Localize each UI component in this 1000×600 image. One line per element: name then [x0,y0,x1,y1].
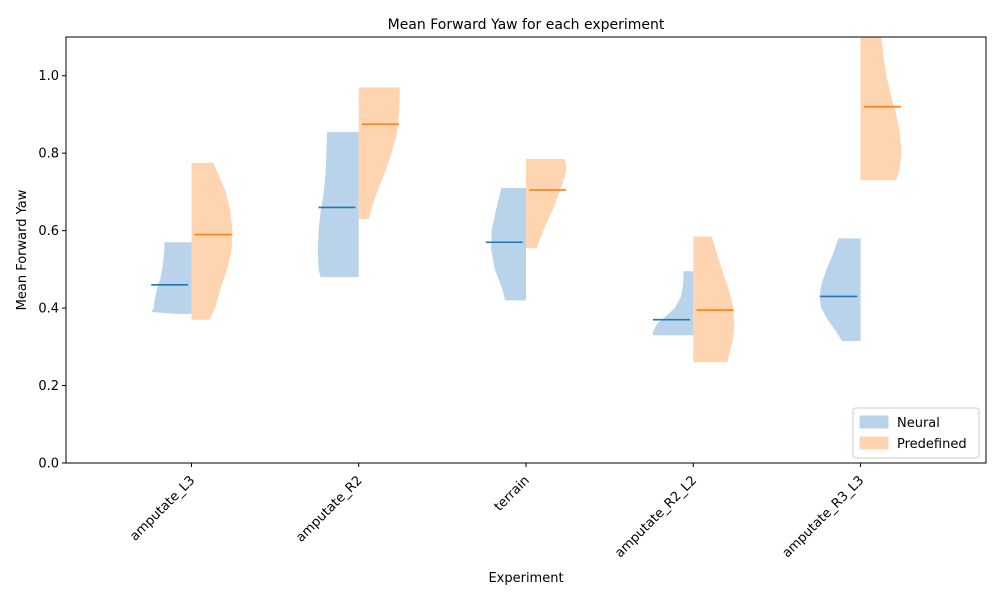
mean-lines [151,105,901,321]
violin-neural-amputate_L3 [151,242,192,314]
y-tick-label: 0.2 [38,379,59,394]
x-tick-label: amputate_L3 [127,473,198,544]
violin-neural-amputate_R3_L3 [819,238,861,342]
violin-predefined-amputate_R2 [358,87,400,220]
x-tick-label: amputate_R3_L3 [780,473,868,561]
legend-swatch-predefined [859,436,889,450]
legend: Neural Predefined [852,407,980,459]
y-tick-label: 0.0 [38,457,59,472]
violin-predefined-amputate_R3_L3 [860,37,902,181]
x-tick-label: terrain [492,473,533,514]
y-tick-label: 0.6 [38,224,59,239]
y-axis: 0.0 0.2 0.4 0.6 0.8 1.0 [38,69,66,472]
legend-swatch-neural [859,415,889,429]
x-axis-label: Experiment [488,571,563,586]
y-axis-label: Mean Forward Yaw [15,189,30,310]
y-tick-label: 0.8 [38,147,59,162]
violin-predefined-amputate_L3 [191,162,233,320]
violin-neural-amputate_R2 [317,131,359,278]
legend-label-neural: Neural [897,416,940,431]
y-tick-label: 1.0 [38,69,59,84]
x-tick-label: amputate_R2 [293,473,365,545]
violin-predefined-amputate_R2_L2 [693,236,735,363]
violin-neural-amputate_R2_L2 [652,271,694,336]
legend-label-predefined: Predefined [897,437,967,452]
y-tick-label: 0.4 [38,302,59,317]
violins [151,37,902,363]
x-axis: amputate_L3 amputate_R2 terrain amputate_R2… [127,463,867,561]
violin-neural-terrain [491,188,526,301]
x-tick-label: amputate_R2_L2 [612,473,700,561]
chart-title: Mean Forward Yaw for each experiment [388,17,665,33]
violin-predefined-terrain [526,158,567,249]
